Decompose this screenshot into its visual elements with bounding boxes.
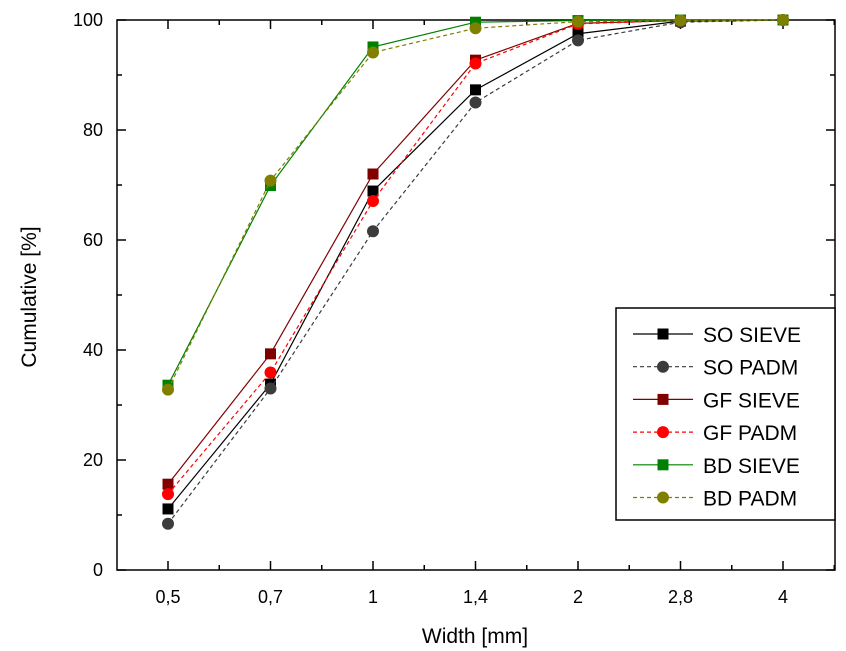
legend-item: BD PADM — [633, 488, 797, 511]
series-layer — [162, 14, 789, 530]
data-point — [469, 96, 482, 109]
legend-marker — [657, 426, 669, 439]
data-point — [470, 84, 481, 96]
legend-marker — [657, 328, 669, 340]
y-tick-label: 80 — [83, 120, 103, 140]
legend-label: SO PADM — [703, 357, 798, 380]
x-tick-label: 4 — [778, 587, 788, 607]
legend: SO SIEVE SO PADM GF SIEVE GF PADM BD SIEVE BD… — [615, 307, 836, 521]
y-tick-label: 100 — [73, 10, 103, 30]
legend-item: SO PADM — [633, 357, 798, 380]
legend-item: SO SIEVE — [633, 324, 801, 347]
data-point — [162, 517, 174, 530]
data-point — [674, 14, 687, 27]
data-point — [367, 225, 379, 238]
legend-item: BD SIEVE — [633, 455, 800, 478]
data-point — [162, 503, 174, 515]
x-tick-label: 0,7 — [258, 587, 283, 607]
data-point — [162, 383, 174, 396]
data-point — [470, 16, 481, 28]
data-point — [469, 57, 482, 70]
data-point — [265, 348, 276, 360]
legend-marker — [657, 393, 669, 405]
legend-box — [615, 307, 836, 521]
data-point — [367, 46, 379, 59]
y-tick-label: 20 — [83, 450, 103, 470]
axes: 0 20 40 60 80 100 0,5 0,7 1 1,4 2 2,8 4 — [73, 10, 836, 607]
legend-item: GF PADM — [633, 422, 797, 445]
legend-item: GF SIEVE — [633, 389, 800, 412]
y-tick-label: 0 — [93, 560, 103, 580]
series-bd-padm — [162, 14, 789, 396]
data-point — [469, 22, 482, 35]
y-tick-label: 60 — [83, 230, 103, 250]
x-tick-label: 1 — [368, 587, 378, 607]
data-point — [367, 185, 379, 197]
legend-label: SO SIEVE — [703, 324, 801, 347]
data-point — [162, 478, 174, 490]
legend-label: BD PADM — [703, 488, 797, 511]
legend-label: GF PADM — [703, 422, 797, 445]
data-point — [264, 174, 277, 187]
data-point — [572, 28, 584, 40]
legend-marker — [657, 459, 669, 471]
x-tick-label: 1,4 — [463, 587, 488, 607]
data-point — [367, 168, 379, 180]
x-tick-label: 0,5 — [155, 587, 180, 607]
data-point — [367, 194, 379, 207]
x-tick-label: 2,8 — [668, 587, 693, 607]
legend-marker — [657, 360, 669, 373]
data-point — [572, 15, 584, 28]
y-axis-title: Cumulative [%] — [18, 226, 41, 367]
data-point — [264, 366, 277, 379]
data-point — [572, 34, 584, 47]
y-tick-label: 40 — [83, 340, 103, 360]
data-point — [162, 488, 174, 501]
legend-label: BD SIEVE — [703, 455, 800, 478]
data-point — [264, 382, 277, 395]
x-axis-title: Width [mm] — [422, 625, 528, 648]
legend-marker — [657, 491, 669, 504]
x-tick-label: 2 — [573, 587, 583, 607]
data-point — [777, 14, 789, 26]
legend-label: GF SIEVE — [703, 389, 800, 412]
